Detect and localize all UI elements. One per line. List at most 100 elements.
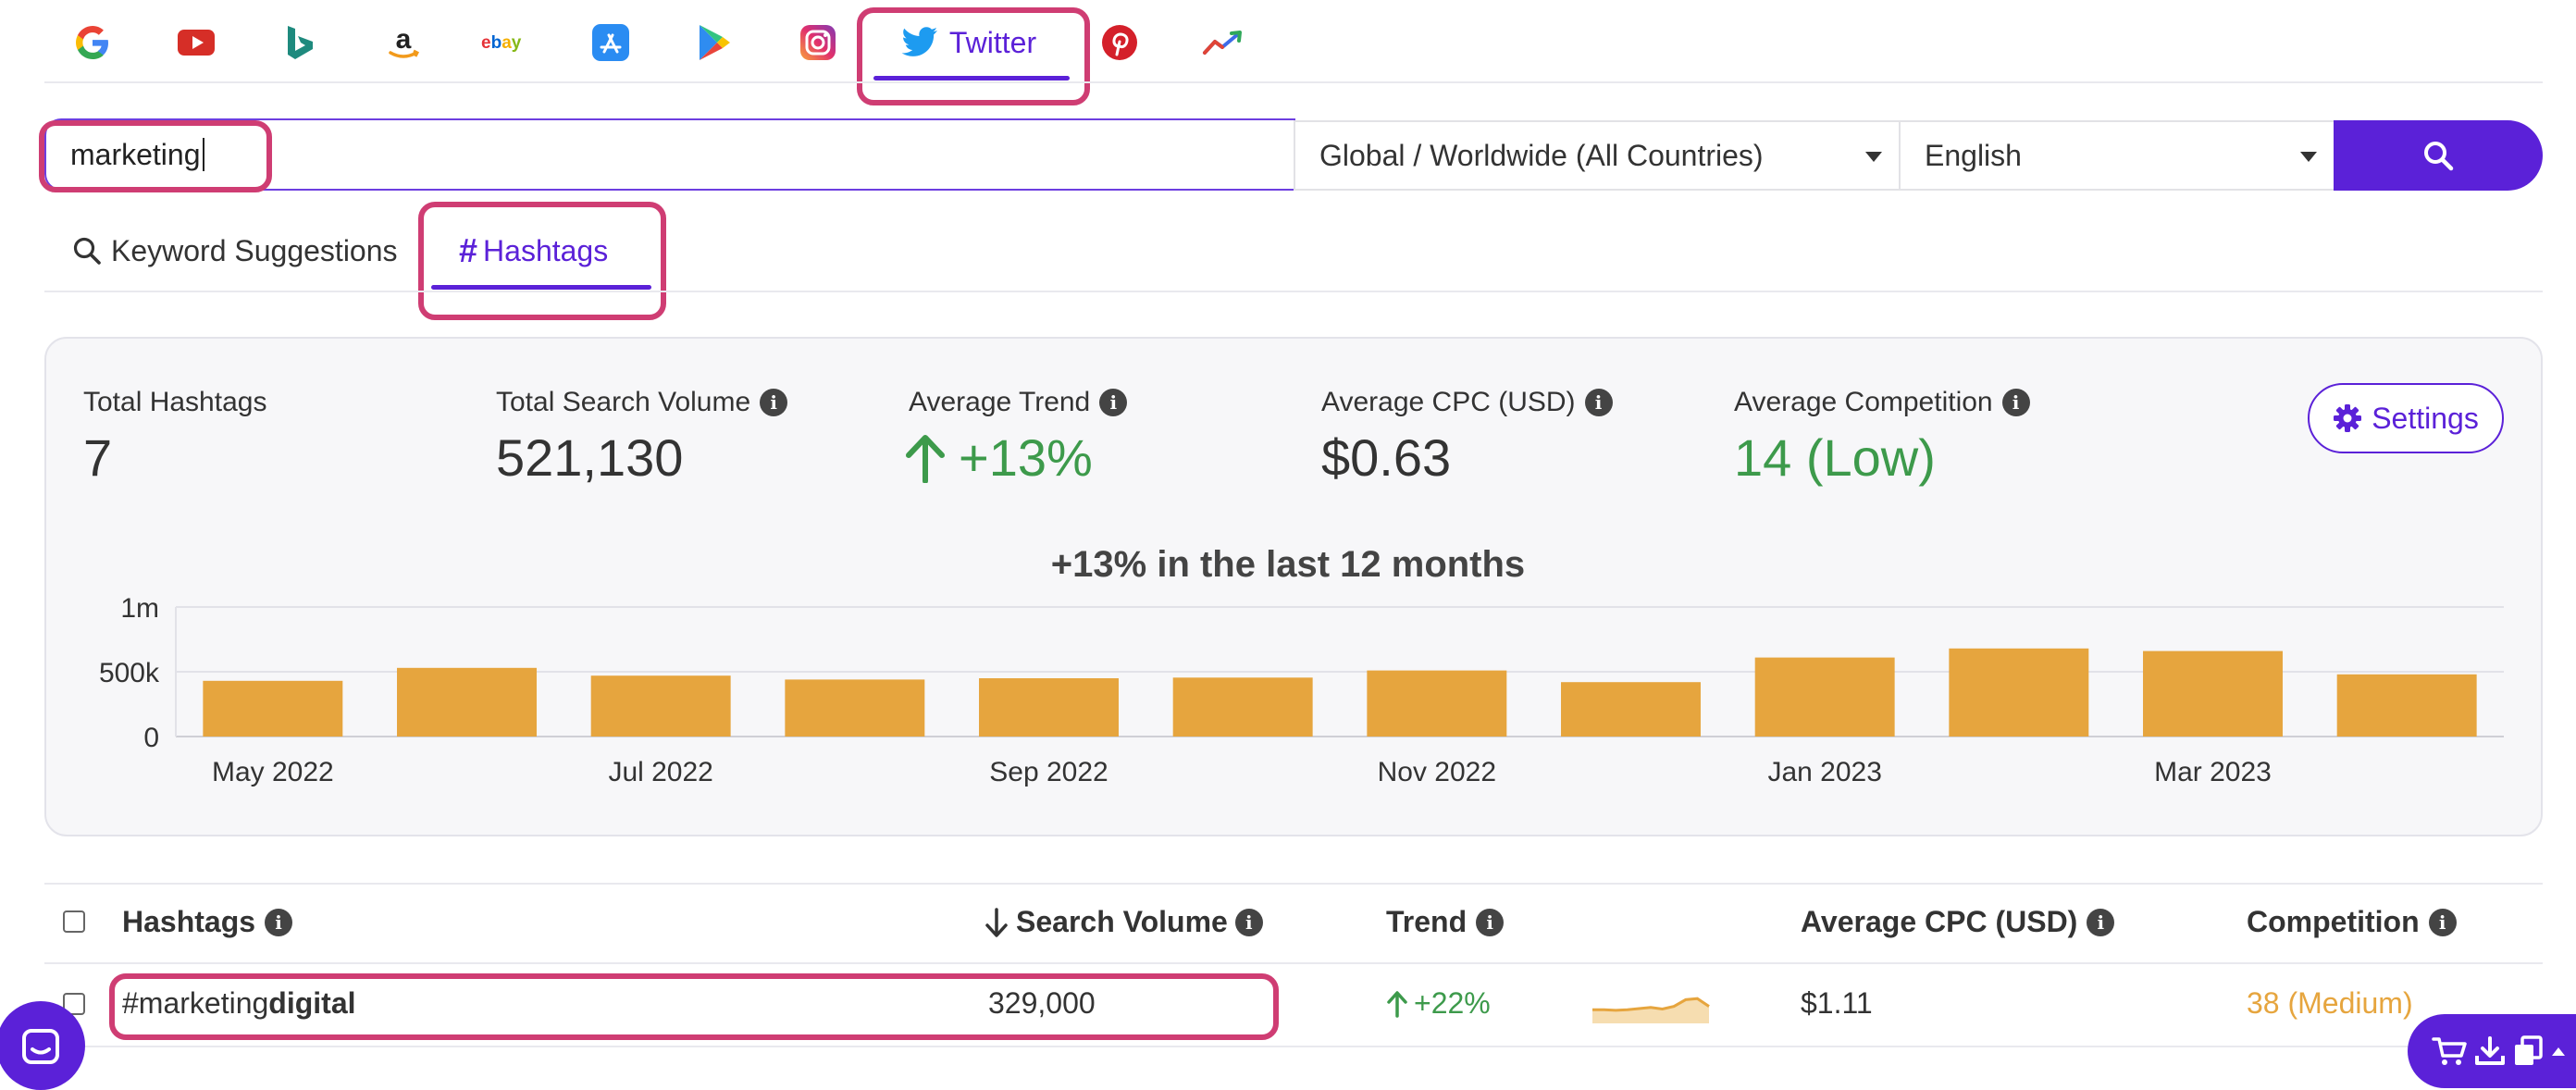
average-trend-label: Average Trend i [909, 387, 1128, 418]
search-button[interactable] [2334, 120, 2543, 191]
chart-bar [1949, 648, 2089, 737]
sparkline-line [1592, 997, 1710, 1012]
export-toolbar[interactable] [2408, 1014, 2576, 1088]
total-hashtags-value: 7 [83, 428, 113, 487]
total-hashtags-label: Total Hashtags [83, 387, 266, 418]
chart-bar [2336, 674, 2477, 737]
cart-icon[interactable] [2432, 1035, 2467, 1067]
y-tick-label: 1m [120, 593, 159, 624]
total-hashtags-label-text: Total Hashtags [83, 387, 267, 417]
search-query-text: marketing [70, 137, 201, 171]
column-header-competition-text: Competition [2247, 905, 2420, 938]
gear-icon [2334, 404, 2362, 432]
chevron-up-icon[interactable] [2550, 1045, 2567, 1058]
tab-hashtags-label: Hashtags [483, 233, 609, 267]
location-select[interactable]: Global / Worldwide (All Countries) [1294, 120, 1901, 191]
chart-bar [785, 679, 925, 737]
average-cpc-value: $0.63 [1321, 428, 1452, 487]
volume-bar-chart: 0 500k 1m May 2022 Jul 2022 Sep 2022 Nov 2022 J… [99, 593, 2504, 787]
language-select-value: English [1925, 138, 2022, 172]
instagram-icon [800, 25, 836, 60]
download-icon[interactable] [2474, 1035, 2506, 1067]
stats-card [44, 337, 2543, 836]
column-header-trend[interactable]: Trend i [1386, 905, 1505, 939]
chat-icon [22, 1029, 59, 1064]
total-search-volume-value: 521,130 [496, 428, 684, 487]
arrow-up-icon [1387, 990, 1407, 1018]
total-search-volume-label-text: Total Search Volume [496, 387, 751, 417]
bing-tab[interactable] [272, 13, 328, 72]
app-store-tab[interactable] [583, 13, 638, 72]
pinterest-tab[interactable] [1092, 13, 1147, 72]
column-header-hashtags-text: Hashtags [122, 905, 256, 938]
ebay-tab[interactable]: ebay [477, 13, 537, 72]
sparkline-area [1592, 998, 1709, 1023]
average-cpc-label-text: Average CPC (USD) [1321, 387, 1576, 417]
chart-bar [1367, 670, 1507, 737]
column-header-competition[interactable]: Competition i [2247, 905, 2457, 939]
info-icon[interactable]: i [265, 908, 293, 936]
info-icon[interactable]: i [1476, 908, 1505, 936]
x-tick-label: Jul 2022 [608, 757, 712, 787]
average-competition-label: Average Competition i [1734, 387, 2030, 418]
info-icon[interactable]: i [1584, 389, 1613, 416]
x-tick-label: Jan 2023 [1767, 757, 1881, 787]
trend-value: +22% [1414, 986, 1491, 1020]
pinterest-icon [1102, 25, 1137, 60]
info-icon[interactable]: i [1099, 389, 1128, 416]
chart-bar [1561, 682, 1701, 737]
ebay-icon: ebay [481, 33, 522, 53]
amazon-icon: a [389, 24, 420, 58]
chat-support-button[interactable] [0, 1001, 85, 1090]
chart-bar [397, 667, 537, 737]
instagram-tab[interactable] [790, 13, 846, 72]
table-top-divider [44, 883, 2543, 885]
info-icon[interactable]: i [2001, 389, 2030, 416]
average-cpc-label: Average CPC (USD) i [1321, 387, 1613, 418]
google-tab[interactable] [65, 13, 120, 72]
info-icon[interactable]: i [2087, 908, 2115, 936]
youtube-tab[interactable] [168, 13, 224, 72]
trends-tab[interactable] [1194, 13, 1253, 72]
average-trend-value: +13% [905, 427, 1093, 488]
subtab-divider [44, 291, 2543, 292]
x-tick-label: May 2022 [212, 757, 334, 787]
tab-keyword-suggestions[interactable]: Keyword Suggestions [72, 224, 398, 278]
info-icon[interactable]: i [2428, 908, 2457, 936]
select-all-checkbox[interactable] [63, 910, 85, 933]
column-header-hashtags[interactable]: Hashtags i [122, 905, 293, 939]
tab-hashtags[interactable]: # Hashtags [459, 224, 608, 278]
twitter-tab[interactable]: Twitter [872, 13, 1066, 72]
row-divider [44, 1046, 2543, 1047]
keyword-search-input[interactable]: marketing [44, 118, 1295, 191]
settings-button[interactable]: Settings [2308, 383, 2504, 453]
hashtag-cell[interactable]: #marketing digital [122, 986, 356, 1021]
text-caret [202, 138, 204, 171]
arrow-up-icon [906, 434, 945, 483]
chart-bar [590, 675, 731, 737]
column-header-average-cpc-text: Average CPC (USD) [1801, 905, 2078, 938]
google-play-tab[interactable] [687, 13, 742, 72]
average-trend-value-text: +13% [959, 428, 1093, 487]
copy-icon[interactable] [2513, 1035, 2543, 1067]
info-icon[interactable]: i [760, 389, 788, 416]
column-header-average-cpc[interactable]: Average CPC (USD) i [1801, 905, 2115, 939]
youtube-icon [178, 30, 215, 56]
platform-bar-divider [44, 81, 2543, 83]
chart-title: +13% in the last 12 months [1050, 544, 1526, 585]
table-header-divider [44, 962, 2543, 964]
google-play-icon [700, 25, 730, 60]
search-icon [2424, 142, 2454, 171]
hashtag-icon: # [459, 231, 478, 269]
average-competition-label-text: Average Competition [1734, 387, 1993, 417]
twitter-icon [901, 27, 937, 56]
amazon-tab[interactable]: a [376, 13, 431, 72]
chart-bar [203, 680, 343, 737]
chart-bar [1172, 677, 1313, 737]
column-header-search-volume[interactable]: Search Volume i [985, 905, 1263, 939]
twitter-tab-label: Twitter [948, 25, 1037, 59]
language-select[interactable]: English [1899, 120, 2335, 191]
average-trend-label-text: Average Trend [909, 387, 1091, 417]
info-icon[interactable]: i [1234, 908, 1263, 936]
search-volume-cell: 329,000 [988, 986, 1096, 1020]
